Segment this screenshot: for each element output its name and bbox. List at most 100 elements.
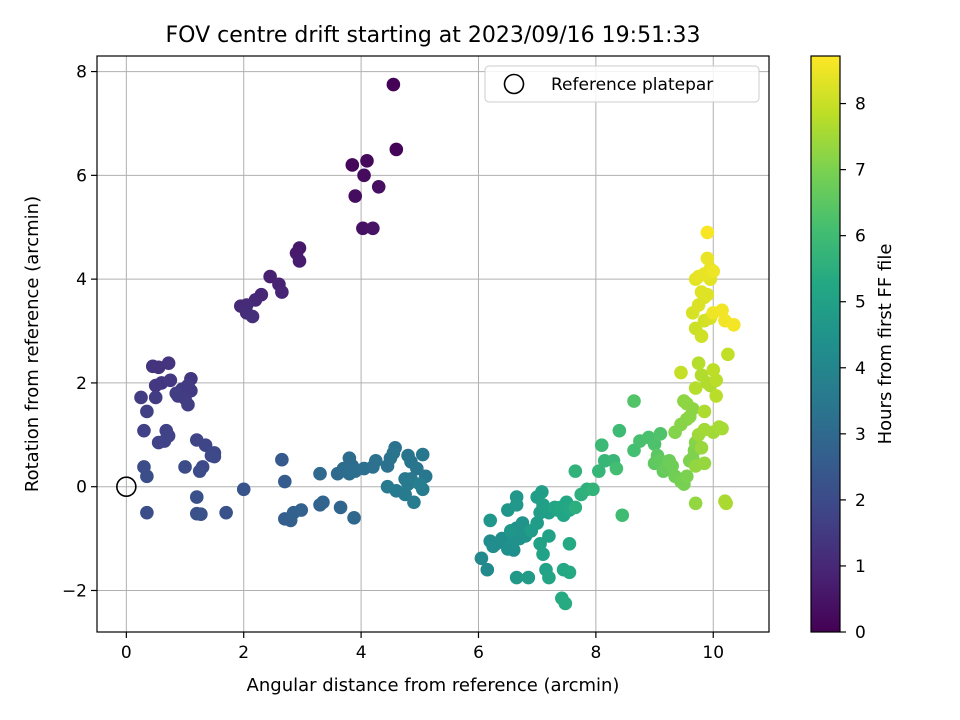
scatter-point: [275, 285, 289, 299]
scatter-point: [688, 496, 703, 511]
scatter-point: [342, 451, 357, 465]
scatter-point: [368, 453, 383, 468]
scatter-point: [474, 551, 489, 566]
scatter-point: [275, 452, 289, 467]
scatter-point: [503, 524, 518, 538]
scatter-point: [151, 360, 166, 375]
scatter-point: [386, 446, 401, 460]
colorbar-tick-label: 4: [855, 359, 866, 379]
scatter-point: [486, 539, 500, 554]
scatter-point: [558, 596, 573, 611]
scatter-point: [647, 437, 662, 451]
y-axis-label: Rotation from reference (arcmin): [22, 196, 43, 492]
scatter-point: [163, 373, 178, 388]
scatter-point: [688, 381, 703, 395]
colorbar-tick-label: 3: [855, 425, 866, 445]
scatter-point: [709, 373, 723, 388]
scatter-point: [706, 363, 721, 377]
scatter-point: [691, 356, 706, 371]
scatter-point: [530, 516, 544, 530]
x-tick-label: 10: [702, 643, 724, 663]
scatter-point: [700, 225, 715, 240]
scatter-point: [407, 495, 421, 510]
scatter-point: [700, 251, 715, 266]
scatter-point: [483, 513, 498, 528]
legend: Reference platepar: [484, 65, 760, 103]
scatter-point: [591, 464, 606, 478]
scatter-point: [680, 469, 694, 484]
scatter-point: [181, 378, 195, 393]
scatter-point: [535, 485, 549, 499]
colorbar-label: Hours from first FF file: [875, 244, 896, 445]
scatter-point: [348, 189, 363, 203]
scatter-point: [521, 570, 536, 585]
y-tick-label: 2: [76, 374, 87, 394]
scatter-point: [263, 269, 277, 284]
scatter-point: [345, 158, 360, 172]
colorbar-tick-label: 1: [855, 557, 866, 577]
scatter-point: [715, 421, 729, 436]
scatter-point: [236, 482, 251, 497]
scatter-point: [398, 487, 412, 502]
scatter-point: [294, 503, 309, 517]
x-tick-label: 6: [473, 643, 484, 663]
scatter-point: [568, 464, 583, 478]
scatter-point: [612, 423, 627, 438]
scatter-point: [721, 347, 735, 362]
scatter-point: [219, 505, 233, 520]
scatter-point: [371, 179, 386, 194]
legend-box: [484, 65, 760, 103]
y-tick-label: −2: [62, 581, 87, 601]
scatter-point: [515, 516, 530, 530]
scatter-point: [542, 529, 556, 543]
x-tick-label: 2: [238, 643, 249, 663]
scatter-point: [278, 474, 292, 489]
scatter-point: [586, 482, 600, 497]
scatter-point: [137, 423, 151, 438]
scatter-point: [594, 438, 609, 452]
scatter-point: [178, 460, 192, 474]
scatter-point: [719, 496, 733, 511]
scatter-point: [706, 264, 721, 279]
colorbar-tick-label: 0: [855, 623, 866, 643]
scatter-point: [357, 168, 371, 183]
reference-marker: [116, 476, 137, 498]
plot-frame: [96, 55, 770, 633]
scatter-point: [401, 477, 415, 491]
colorbar-gradient: [811, 56, 840, 632]
scatter-point: [694, 329, 709, 344]
colorbar-tick-label: 5: [855, 293, 866, 313]
y-axis-ticks: −2 0 2 4 6 8: [62, 63, 97, 601]
scatter-point: [292, 254, 307, 268]
scatter-point: [313, 466, 327, 481]
scatter-point: [169, 386, 184, 401]
scatter-point: [366, 221, 380, 236]
scatter-point: [697, 456, 712, 471]
scatter-point: [140, 404, 154, 419]
scatter-point: [715, 303, 729, 318]
y-tick-label: 6: [76, 166, 87, 186]
scatter-point: [709, 389, 723, 403]
scatter-point: [386, 77, 401, 92]
scatter-point: [509, 498, 524, 512]
scatter-point: [360, 154, 374, 168]
scatter-point: [653, 426, 668, 441]
colorbar-tick-label: 6: [855, 227, 866, 247]
scatter-point: [245, 309, 260, 324]
colorbar: 0 1 2 3 4 5 6 7 8 Hours from first FF file: [810, 55, 896, 643]
scatter-point: [674, 365, 688, 380]
x-axis-label: Angular distance from reference (arcmin): [247, 675, 620, 696]
scatter-point: [700, 287, 715, 302]
scatter-point: [181, 397, 195, 412]
scatter-point: [536, 547, 550, 561]
scatter-point: [333, 500, 348, 515]
chart-title: FOV centre drift starting at 2023/09/16 …: [166, 23, 701, 48]
scatter-point: [198, 438, 213, 452]
grid-lines: [97, 56, 769, 632]
legend-marker-open-circle: [503, 73, 525, 95]
data-points: [134, 77, 741, 611]
scatter-point: [568, 500, 583, 515]
scatter-point: [726, 318, 741, 332]
